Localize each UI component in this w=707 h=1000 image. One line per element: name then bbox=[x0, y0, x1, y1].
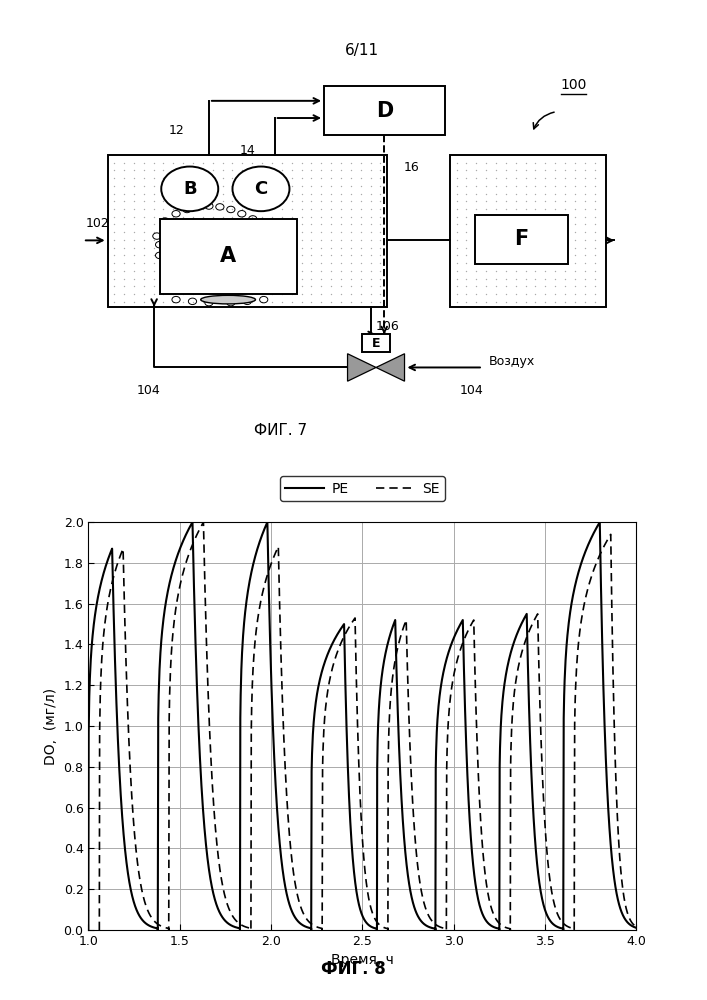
Bar bbox=[474, 215, 568, 264]
PE bbox=[426, 921, 434, 933]
Circle shape bbox=[161, 167, 218, 211]
Y-axis label: DO,  (мг/л): DO, (мг/л) bbox=[44, 688, 58, 765]
Text: 16: 16 bbox=[404, 161, 419, 174]
Text: F: F bbox=[514, 229, 528, 249]
PE bbox=[517, 619, 525, 631]
Text: Воздух: Воздух bbox=[489, 355, 534, 368]
Bar bbox=[160, 219, 297, 294]
Text: 104: 104 bbox=[460, 384, 484, 397]
SE bbox=[437, 921, 445, 933]
Text: 14: 14 bbox=[240, 144, 255, 157]
Text: C: C bbox=[255, 180, 267, 198]
PE bbox=[188, 516, 197, 528]
PE bbox=[469, 854, 477, 866]
Text: ФИГ. 8: ФИГ. 8 bbox=[321, 960, 386, 978]
SE bbox=[527, 619, 536, 631]
Circle shape bbox=[233, 167, 289, 211]
Text: 102: 102 bbox=[86, 217, 110, 230]
X-axis label: Время, ч: Время, ч bbox=[331, 953, 394, 967]
Legend: PE, SE: PE, SE bbox=[280, 476, 445, 501]
Text: E: E bbox=[372, 337, 380, 350]
Text: ФИГ. 7: ФИГ. 7 bbox=[254, 423, 307, 438]
Text: 104: 104 bbox=[136, 384, 160, 397]
Text: A: A bbox=[220, 246, 236, 266]
Polygon shape bbox=[376, 354, 404, 381]
SE bbox=[95, 924, 104, 936]
Text: D: D bbox=[375, 101, 393, 121]
Bar bbox=[107, 155, 387, 307]
SE bbox=[282, 778, 291, 790]
PE bbox=[114, 733, 122, 745]
PE bbox=[271, 769, 279, 781]
SE bbox=[636, 922, 644, 934]
Line: PE: PE bbox=[88, 522, 638, 930]
Bar bbox=[324, 86, 445, 135]
SE bbox=[124, 733, 133, 745]
Text: 100: 100 bbox=[560, 78, 587, 92]
PE bbox=[425, 921, 433, 933]
SE bbox=[199, 516, 208, 528]
PE bbox=[84, 924, 93, 936]
Bar bbox=[450, 155, 606, 307]
Bar bbox=[362, 334, 390, 352]
Ellipse shape bbox=[201, 295, 255, 304]
Text: 106: 106 bbox=[376, 320, 399, 333]
SE bbox=[436, 921, 445, 933]
Text: 12: 12 bbox=[168, 124, 185, 137]
PE bbox=[634, 922, 643, 934]
Line: SE: SE bbox=[99, 522, 640, 930]
Text: 6/11: 6/11 bbox=[345, 43, 380, 58]
SE bbox=[479, 854, 488, 866]
Text: B: B bbox=[183, 180, 197, 198]
Polygon shape bbox=[348, 354, 376, 381]
